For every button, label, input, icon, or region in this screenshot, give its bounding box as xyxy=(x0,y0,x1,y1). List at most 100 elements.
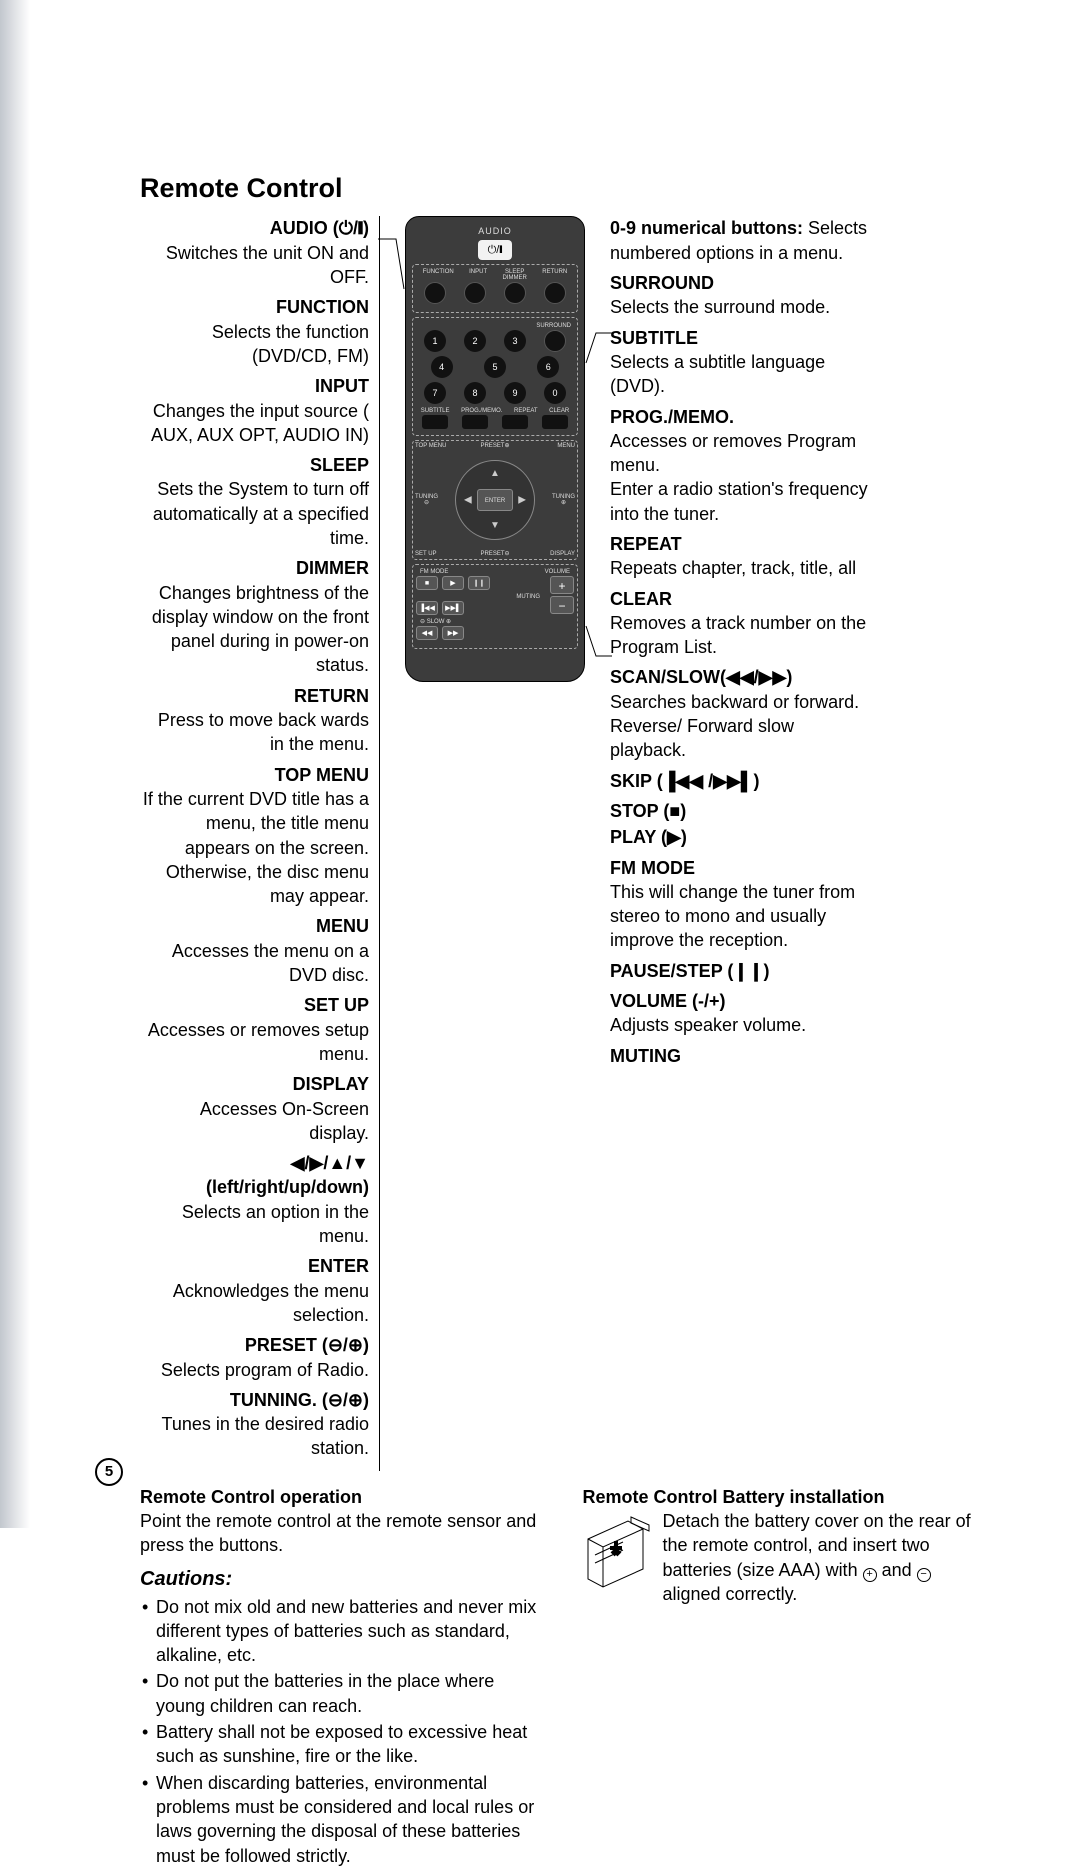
lbl-repeat: REPEAT xyxy=(514,408,538,414)
plus-icon: + xyxy=(863,1568,877,1582)
skip-fwd-icon: ▶▶▌ xyxy=(442,601,464,615)
scan-desc2: Reverse/ Forward slow playback. xyxy=(610,716,794,760)
volume-desc: Adjusts speaker volume. xyxy=(610,1015,806,1035)
remote-num: 8 xyxy=(464,382,486,404)
lbl-subtitle: SUBTITLE xyxy=(421,408,450,414)
remote-nav: TOP MENU MENU PRESET⊕ SET UP DISPLAY PRE… xyxy=(412,440,578,560)
lbl-fmmode: FM MODE xyxy=(420,569,448,575)
pause-icon: ❙❙ xyxy=(468,576,490,590)
minus-icon: − xyxy=(917,1568,931,1582)
op-desc: Point the remote control at the remote s… xyxy=(140,1509,543,1558)
scan-hd: SCAN/SLOW(◀◀/▶▶) xyxy=(610,667,792,687)
audio-desc: Switches the unit ON and OFF. xyxy=(166,243,369,287)
enter-desc: Acknowledges the menu selection. xyxy=(173,1281,369,1325)
vol-up-icon: + xyxy=(550,576,574,594)
volume-hd: VOLUME (-/+) xyxy=(610,991,726,1011)
remote-sysbtn xyxy=(462,415,488,429)
lbl-prog: PROG./MEMO. xyxy=(461,408,502,414)
nav-tuning-minus: TUNING ⊖ xyxy=(415,494,438,506)
prog-desc1: Accesses or removes Program menu. xyxy=(610,431,856,475)
right-descriptions: 0-9 numerical buttons: Selects numbered … xyxy=(610,216,870,1470)
stop-hd: STOP (■) xyxy=(610,801,686,821)
caution-item: Do not put the batteries in the place wh… xyxy=(140,1669,543,1718)
remote-audio-label: AUDIO xyxy=(412,225,578,237)
remote-illustration: AUDIO ⏻/❙ FUNCTION INPUT SLEEP DIMMER RE… xyxy=(405,216,585,681)
dimmer-desc: Changes brightness of the display window… xyxy=(152,583,369,676)
return-desc: Press to move back wards in the menu. xyxy=(158,710,369,754)
batt-desc: Detach the battery cover on the rear of … xyxy=(663,1509,986,1606)
vol-down-icon: − xyxy=(550,596,574,614)
nav-enter: ENTER xyxy=(477,489,513,511)
caution-item: Do not mix old and new batteries and nev… xyxy=(140,1595,543,1668)
cautions-heading: Cautions: xyxy=(140,1566,543,1593)
clear-hd: CLEAR xyxy=(610,589,672,609)
lbl-input: INPUT xyxy=(469,269,487,281)
remote-num: 9 xyxy=(504,382,526,404)
setup-hd: SET UP xyxy=(304,995,369,1015)
caution-item: Battery shall not be exposed to excessiv… xyxy=(140,1720,543,1769)
arrow-right-icon: ▶ xyxy=(518,493,526,507)
batt-heading: Remote Control Battery installation xyxy=(583,1485,986,1509)
page-number: 5 xyxy=(95,1458,123,1486)
preset-hd: PRESET (⊖/⊕) xyxy=(245,1335,369,1355)
num-hd: 0-9 numerical buttons: xyxy=(610,218,808,238)
repeat-hd: REPEAT xyxy=(610,534,682,554)
lbl-return: RETURN xyxy=(542,269,567,281)
topmenu-desc: If the current DVD title has a menu, the… xyxy=(143,789,369,906)
remote-sysbtn xyxy=(422,415,448,429)
remote-num: 5 xyxy=(484,356,506,378)
remote-sysbtn xyxy=(502,415,528,429)
nav-topmenu: TOP MENU xyxy=(415,443,446,449)
remote-btn xyxy=(544,282,566,304)
left-descriptions: AUDIO (⏻/❙)Switches the unit ON and OFF.… xyxy=(140,216,380,1470)
function-hd: FUNCTION xyxy=(276,297,369,317)
repeat-desc: Repeats chapter, track, title, all xyxy=(610,558,856,578)
lbl-muting: MUTING xyxy=(516,594,540,600)
lbl-volume: VOLUME xyxy=(545,569,570,575)
remote-num: 2 xyxy=(464,330,486,352)
scan-fwd-icon: ▶▶ xyxy=(442,626,464,640)
remote-surround-btn xyxy=(544,330,566,352)
pause-hd: PAUSE/STEP (❙❙) xyxy=(610,961,770,981)
stop-icon: ■ xyxy=(416,576,438,590)
sleep-desc: Sets the System to turn off automaticall… xyxy=(153,479,369,548)
nav-preset-minus: PRESET⊖ xyxy=(480,551,509,557)
nav-tuning-plus: TUNING ⊕ xyxy=(552,494,575,506)
arrows-hd: ◀/▶/▲/▼ (left/right/up/down) xyxy=(206,1153,369,1197)
connector-right-top xyxy=(584,328,612,368)
remote-num: 3 xyxy=(504,330,526,352)
remote-num: 7 xyxy=(424,382,446,404)
remote-num: 4 xyxy=(431,356,453,378)
surround-hd: SURROUND xyxy=(610,273,714,293)
nav-menu: MENU xyxy=(557,443,575,449)
connector-right-bottom xyxy=(584,621,612,661)
scan-edge-gradient xyxy=(0,0,30,1528)
arrow-up-icon: ▲ xyxy=(490,467,500,481)
return-hd: RETURN xyxy=(294,686,369,706)
topmenu-hd: TOP MENU xyxy=(275,765,369,785)
remote-btn xyxy=(424,282,446,304)
skip-hd: SKIP (▐◀◀ /▶▶▌) xyxy=(610,771,760,791)
display-desc: Accesses On-Screen display. xyxy=(200,1099,369,1143)
caution-item: When discarding batteries, environmental… xyxy=(140,1771,543,1868)
scan-desc1: Searches backward or forward. xyxy=(610,692,859,712)
nav-pad: ▲ ▼ ◀ ▶ ENTER xyxy=(455,460,535,540)
tunning-hd: TUNNING. (⊖/⊕) xyxy=(230,1390,369,1410)
scan-back-icon: ◀◀ xyxy=(416,626,438,640)
op-heading: Remote Control operation xyxy=(140,1485,543,1509)
subtitle-hd: SUBTITLE xyxy=(610,328,698,348)
remote-num: 1 xyxy=(424,330,446,352)
skip-back-icon: ▐◀◀ xyxy=(416,601,438,615)
remote-sysbtn xyxy=(542,415,568,429)
lbl-slow: ⊖ SLOW ⊕ xyxy=(420,619,451,625)
clear-desc: Removes a track number on the Program Li… xyxy=(610,613,866,657)
surround-desc: Selects the surround mode. xyxy=(610,297,830,317)
nav-preset-plus: PRESET⊕ xyxy=(480,443,509,449)
fm-desc: This will change the tuner from stereo t… xyxy=(610,882,855,951)
lbl-function: FUNCTION xyxy=(423,269,454,281)
subtitle-desc: Selects a subtitle language (DVD). xyxy=(610,352,825,396)
remote-btn xyxy=(464,282,486,304)
menu-hd: MENU xyxy=(316,916,369,936)
nav-setup: SET UP xyxy=(415,551,437,557)
dimmer-hd: DIMMER xyxy=(296,558,369,578)
